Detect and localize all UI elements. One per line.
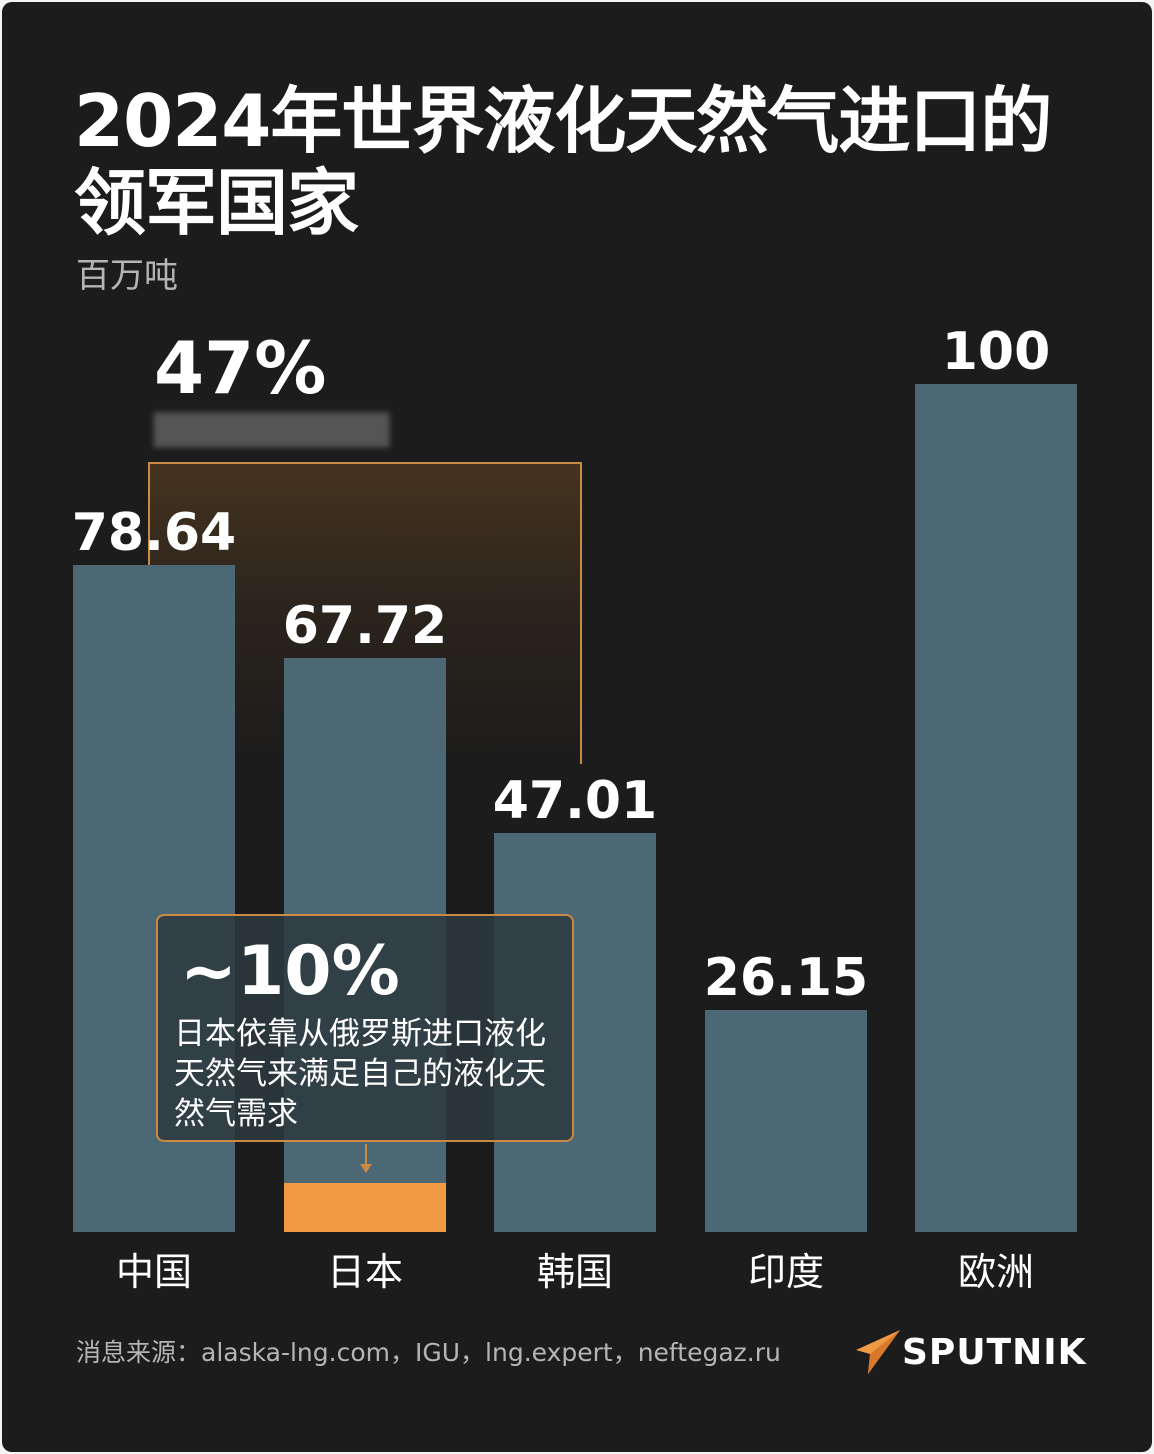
bar-4: [705, 1010, 867, 1232]
japan-callout: ~10% 日本依靠从俄罗斯进口液化天然气来满足自己的液化天然气需求: [156, 914, 574, 1142]
unit-label: 百万吨: [76, 256, 178, 296]
callout-text: 日本依靠从俄罗斯进口液化天然气来满足自己的液化天然气需求: [174, 1016, 546, 1132]
callout-percent: ~10%: [180, 932, 400, 1011]
category-label: 韩国: [536, 1250, 613, 1294]
share-percent: 47%: [154, 326, 327, 410]
category-label: 日本: [326, 1250, 403, 1294]
sputnik-logo: SPUTNIK: [854, 1328, 1094, 1378]
logo-wordmark: SPUTNIK: [902, 1332, 1087, 1373]
category-label: 欧洲: [957, 1250, 1034, 1294]
callout-arrow-icon: [360, 1144, 372, 1173]
bar-value-label: 78.64: [71, 503, 237, 563]
chart-title: 2024年世界液化天然气进口的领军国家: [74, 79, 1052, 245]
source-note: 消息来源：alaska-lng.com，IGU，lng.expert，nefte…: [76, 1338, 781, 1367]
highlight-segment: [284, 1183, 446, 1232]
sputnik-arrow-icon: [856, 1330, 900, 1374]
bar-5: [915, 384, 1077, 1232]
bar-value-label: 26.15: [703, 948, 869, 1008]
category-label: 印度: [747, 1250, 824, 1294]
share-caption-blurred: ▇▇▇▇▇▇▇▇▇: [154, 408, 390, 448]
bar-value-label: 100: [941, 322, 1051, 382]
bar-value-label: 67.72: [282, 596, 448, 656]
category-label: 中国: [115, 1250, 192, 1294]
bar-value-label: 47.01: [492, 771, 658, 831]
